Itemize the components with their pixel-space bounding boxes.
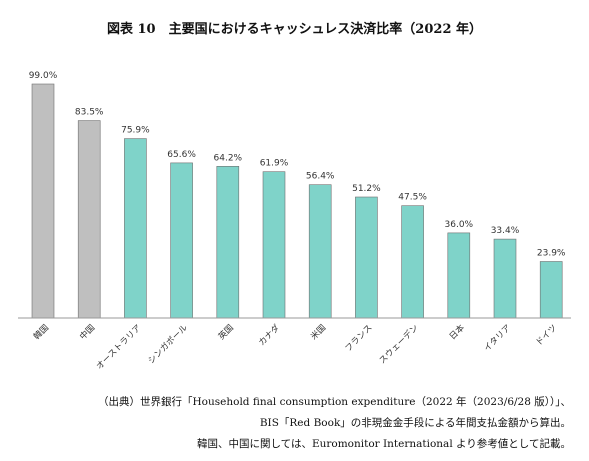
category-label-4: 英国 xyxy=(216,322,236,342)
category-label-11: ドイツ xyxy=(534,323,559,348)
bar-9 xyxy=(447,232,471,319)
source-line-1: （出典）世界銀行「Household final consumption exp… xyxy=(98,396,571,408)
bar-7 xyxy=(355,196,378,319)
data-label-3: 65.6% xyxy=(167,150,196,160)
category-label-2: オーストラリア xyxy=(95,323,144,372)
data-label-8: 47.5% xyxy=(398,193,427,203)
category-label-1: 中国 xyxy=(78,322,98,342)
bar-0 xyxy=(31,83,55,319)
bar-11 xyxy=(539,261,563,319)
data-label-0: 99.0% xyxy=(29,71,58,81)
bar-8 xyxy=(401,205,424,319)
bar-6 xyxy=(308,184,332,319)
bar-3 xyxy=(170,162,193,319)
source-line-2: BIS「Red Book」の非現金金手段による年間支払金額から算出。 xyxy=(259,417,571,429)
bar-4 xyxy=(216,166,240,319)
category-label-7: フランス xyxy=(344,323,375,354)
chart-title: 図表 10 主要国におけるキャッシュレス決済比率（2022 年） xyxy=(106,22,483,37)
category-label-8: スウェーデン xyxy=(377,322,421,366)
bar-2 xyxy=(124,138,147,319)
data-label-11: 23.9% xyxy=(537,249,566,259)
category-label-6: 米国 xyxy=(309,322,329,342)
data-label-6: 56.4% xyxy=(306,172,335,182)
data-label-9: 36.0% xyxy=(445,220,474,230)
data-label-4: 64.2% xyxy=(214,153,243,163)
data-label-10: 33.4% xyxy=(491,226,520,236)
bar-chart: 99.0% 韓国 83.5% 中国 75.9% オーストラリア 65.6% シンガポール 64.… xyxy=(18,71,571,372)
category-label-0: 韓国 xyxy=(31,322,51,342)
source-line-3: 韓国、中国に関しては、Euromonitor International より参… xyxy=(196,438,571,450)
category-label-9: 日本 xyxy=(447,322,467,342)
data-label-1: 83.5% xyxy=(75,108,104,118)
category-label-3: シンガポール xyxy=(146,322,190,366)
source-note: （出典）世界銀行「Household final consumption exp… xyxy=(11,392,571,455)
category-label-5: カナダ xyxy=(256,322,282,348)
data-label-7: 51.2% xyxy=(352,184,381,194)
bar-5 xyxy=(262,171,286,319)
bar-1 xyxy=(77,120,101,319)
category-label-10: イタリア xyxy=(482,323,513,354)
data-label-5: 61.9% xyxy=(260,159,289,169)
bar-10 xyxy=(493,238,517,319)
data-label-2: 75.9% xyxy=(121,126,150,136)
